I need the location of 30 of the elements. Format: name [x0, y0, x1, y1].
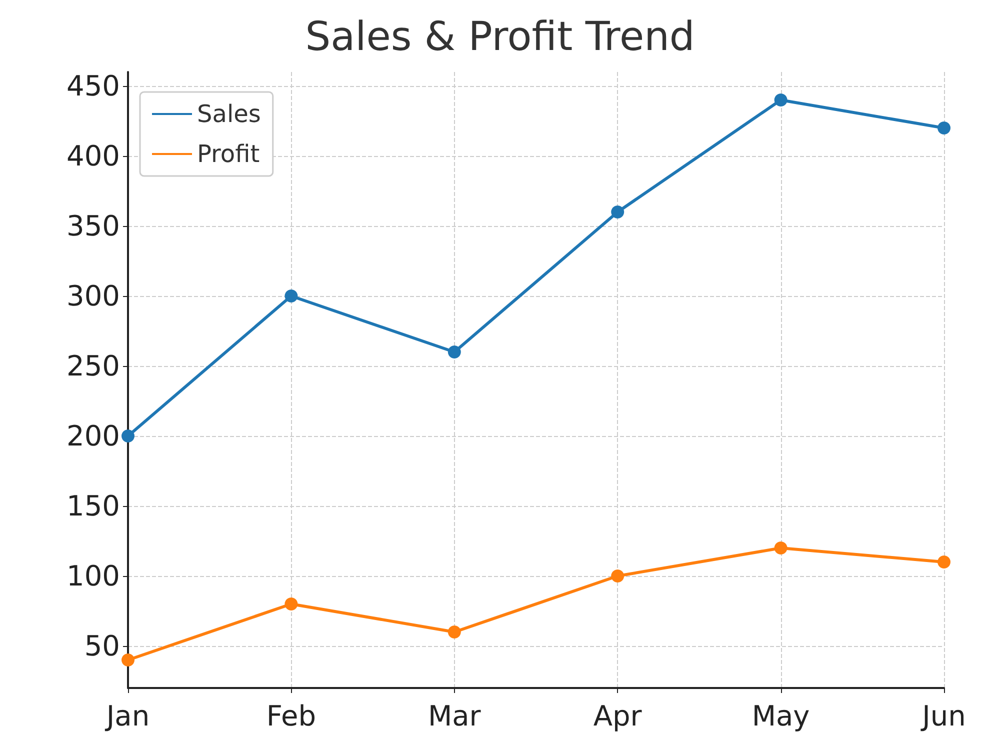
point	[284, 290, 298, 302]
y-tick-label: 200	[66, 420, 120, 452]
legend-label: Sales	[197, 100, 261, 128]
chart-title: Sales & Profit Trend	[305, 14, 695, 60]
x-tick-label: May	[752, 700, 810, 732]
x-tick-label: Jan	[104, 700, 150, 732]
y-tick-label: 300	[66, 280, 120, 312]
x-tick-label: Feb	[266, 700, 316, 732]
y-tick-label: 50	[84, 630, 120, 662]
legend-label: Profit	[197, 140, 260, 168]
point	[284, 598, 298, 610]
y-tick-label: 150	[66, 490, 120, 522]
x-tick-label: Mar	[428, 700, 482, 732]
point	[448, 346, 461, 358]
y-tick-label: 400	[66, 140, 120, 172]
point	[938, 122, 950, 134]
point	[122, 430, 134, 442]
point	[611, 206, 624, 218]
y-tick-label: 450	[66, 70, 120, 102]
point	[774, 542, 788, 554]
point	[611, 570, 624, 582]
x-tick-label: Apr	[593, 700, 642, 732]
point	[122, 654, 134, 666]
point	[938, 556, 950, 568]
y-tick-label: 100	[66, 560, 120, 592]
x-tick-label: Jun	[920, 700, 966, 732]
point	[774, 94, 788, 106]
y-tick-label: 350	[66, 210, 120, 242]
point	[448, 626, 461, 638]
y-tick-label: 250	[66, 350, 120, 382]
